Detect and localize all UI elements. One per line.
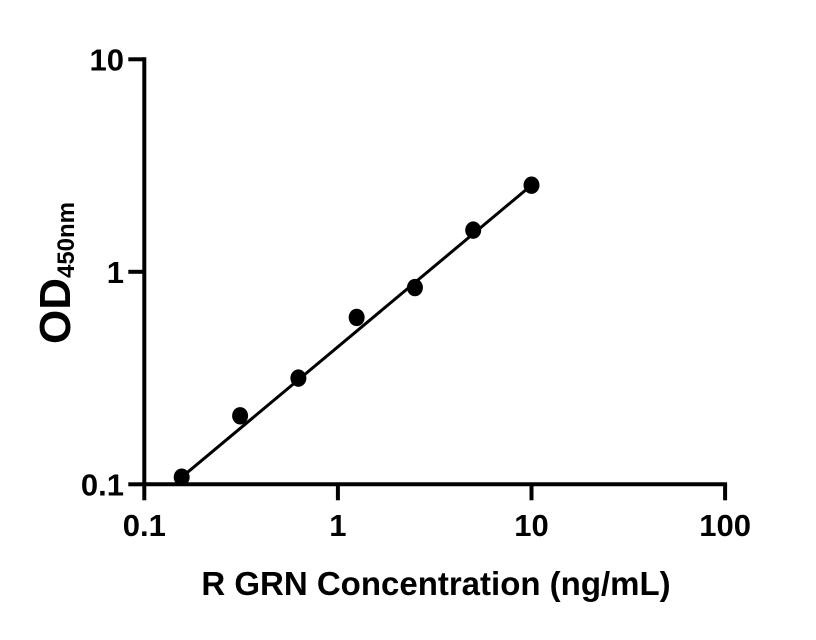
- x-tick-label: 0.1: [123, 508, 166, 543]
- x-axis-title: R GRN Concentration (ng/mL): [201, 565, 670, 602]
- y-axis-title: OD450nm: [31, 202, 80, 344]
- data-point: [465, 221, 482, 239]
- data-point: [348, 308, 365, 327]
- y-axis-title-main: OD: [31, 278, 80, 344]
- y-tick-label: 0.1: [81, 467, 124, 502]
- data-point: [232, 407, 249, 425]
- y-tick-label: 1: [107, 255, 124, 290]
- data-point: [523, 176, 540, 194]
- data-point: [406, 278, 423, 297]
- data-points: [173, 176, 540, 486]
- x-axis: 0.1 1 10 100: [123, 482, 751, 543]
- y-tick-label: 10: [90, 42, 124, 77]
- x-tick-label: 1: [329, 508, 346, 543]
- x-tick-label: 100: [699, 508, 751, 543]
- x-tick-label: 10: [514, 508, 548, 543]
- y-axis-title-subscript: 450nm: [53, 202, 80, 278]
- data-point: [290, 369, 307, 387]
- data-point: [173, 468, 190, 486]
- y-axis: 0.1 1 10: [81, 42, 147, 502]
